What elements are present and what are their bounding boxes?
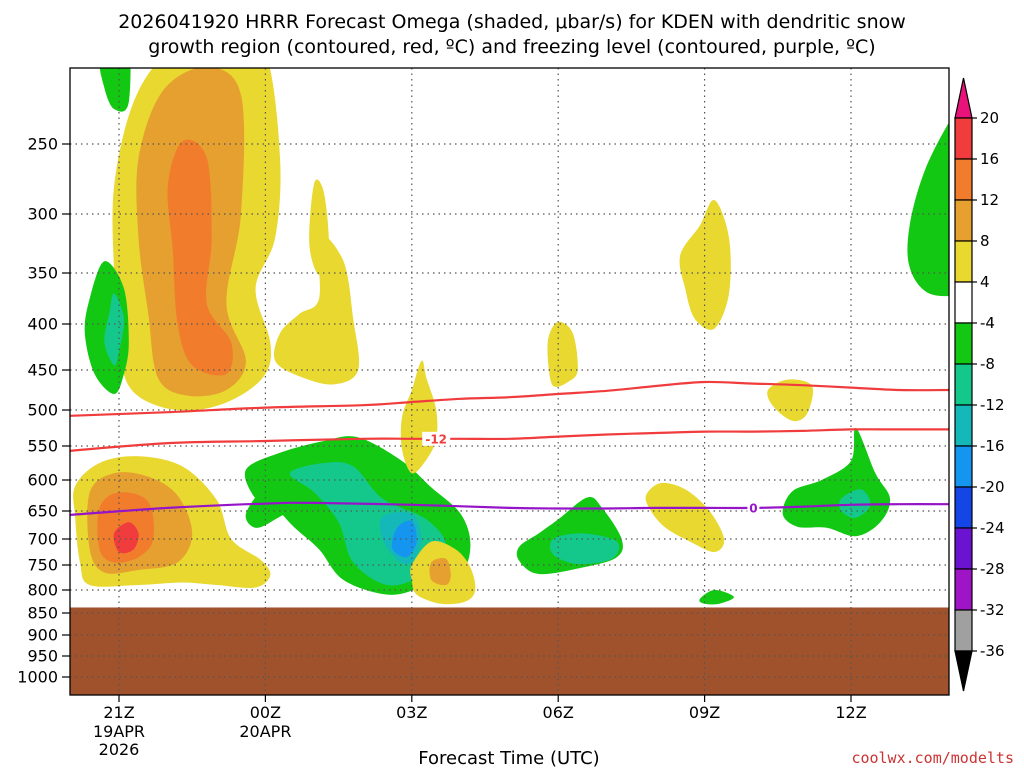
y-tick-label: 350 — [27, 264, 58, 283]
contour-label-bg-freezing-level — [747, 500, 760, 515]
credit-text: coolwx.com/modelts — [851, 749, 1014, 767]
ground-below-surface — [70, 607, 949, 695]
omega-region-o5 — [429, 557, 451, 586]
x-tick-label: 06Z — [543, 703, 574, 722]
omega-region-y8 — [679, 199, 731, 330]
below-ground-fill — [70, 607, 949, 695]
y-tick-label: 500 — [27, 401, 58, 420]
y-tick-label: 550 — [27, 437, 58, 456]
y-tick-label: 700 — [27, 530, 58, 549]
colorbar-bin — [954, 281, 973, 324]
y-tick-label: 450 — [27, 361, 58, 380]
x-tick-date: 19APR — [93, 722, 145, 741]
chart-title-line2: growth region (contoured, red, ºC) and f… — [148, 36, 875, 58]
colorbar-label: 8 — [980, 232, 990, 250]
temperature-contours: -12 0 — [70, 380, 949, 516]
colorbar-label: -32 — [980, 601, 1005, 619]
colorbar-label: -36 — [980, 642, 1005, 660]
colorbar-bin — [954, 404, 973, 447]
y-tick-label: 300 — [27, 205, 58, 224]
contour-dgz-lower — [70, 428, 949, 452]
colorbar-label: -20 — [980, 478, 1005, 496]
colorbar-label: 12 — [980, 191, 999, 209]
omega-region-y3 — [309, 179, 329, 276]
colorbar-top-arrow — [954, 77, 973, 119]
colorbar-bin — [954, 199, 973, 242]
y-tick-label: 600 — [27, 471, 58, 490]
colorbar-label: 4 — [980, 273, 990, 291]
y-tick-label: 650 — [27, 502, 58, 521]
omega-region-g4 — [245, 481, 300, 528]
colorbar-bin — [954, 609, 973, 652]
colorbar-label: 16 — [980, 150, 999, 168]
contour-dgz-upper — [70, 380, 949, 417]
colorbar-bin — [954, 158, 973, 201]
grid-lines — [70, 68, 949, 695]
colorbar: 20 16 12 8 4 -4 -8 -12 -16 -20 -24 -28 -32 -36 — [954, 77, 1005, 692]
y-tick-label: 900 — [27, 626, 58, 645]
omega-region-p2 — [113, 522, 139, 554]
x-tick-label: 12Z — [835, 703, 866, 722]
x-tick-label: 09Z — [689, 703, 720, 722]
y-tick-label: 1000 — [17, 668, 58, 687]
colorbar-label: -4 — [980, 314, 995, 332]
colorbar-bin — [954, 527, 973, 570]
colorbar-bin — [954, 568, 973, 611]
colorbar-label: -24 — [980, 519, 1005, 537]
colorbar-bin — [954, 240, 973, 283]
colorbar-bottom-arrow — [954, 650, 973, 692]
x-tick-label: 21Z — [103, 703, 134, 722]
omega-region-y10 — [767, 379, 814, 422]
y-tick-label: 750 — [27, 556, 58, 575]
omega-region-r1 — [167, 139, 233, 376]
colorbar-label: -12 — [980, 396, 1005, 414]
contour-label-freezing-level: 0 — [749, 501, 757, 515]
colorbar-label: -28 — [980, 560, 1005, 578]
x-tick-date: 20APR — [239, 722, 291, 741]
pressure-axis: 250 300 350 400 450 500 550 600 650 700 750 800 850 9… — [17, 135, 70, 687]
colorbar-bin — [954, 363, 973, 406]
chart-title-line1: 2026041920 HRRR Forecast Omega (shaded, … — [118, 11, 906, 33]
omega-region-y9 — [645, 482, 725, 553]
y-tick-label: 850 — [27, 604, 58, 623]
omega-region-b3 — [391, 520, 417, 558]
contour-label-bg-dgz-lower — [422, 431, 451, 446]
colorbar-bin — [954, 322, 973, 365]
omega-region-c6 — [549, 533, 620, 565]
y-tick-label: 400 — [27, 315, 58, 334]
contour-label-dgz-lower: -12 — [425, 432, 447, 446]
colorbar-bin — [954, 445, 973, 488]
plot-frame — [69, 67, 950, 696]
colorbar-label: -8 — [980, 355, 995, 373]
colorbar-label: 20 — [980, 109, 999, 127]
colorbar-label: -16 — [980, 437, 1005, 455]
y-tick-label: 800 — [27, 581, 58, 600]
colorbar-bin — [954, 117, 973, 160]
omega-region-g2 — [99, 68, 131, 112]
omega-region-g7 — [699, 589, 734, 605]
x-axis-label: Forecast Time (UTC) — [418, 748, 599, 768]
y-tick-label: 250 — [27, 135, 58, 154]
omega-region-y2 — [273, 233, 360, 385]
y-tick-label: 950 — [27, 647, 58, 666]
contour-freezing-level — [70, 501, 949, 516]
omega-region-y7 — [547, 321, 578, 387]
omega-region-g9 — [907, 122, 949, 297]
x-tick-label: 00Z — [250, 703, 281, 722]
x-tick-year: 2026 — [99, 740, 140, 759]
x-tick-label: 03Z — [396, 703, 427, 722]
colorbar-bin — [954, 486, 973, 529]
